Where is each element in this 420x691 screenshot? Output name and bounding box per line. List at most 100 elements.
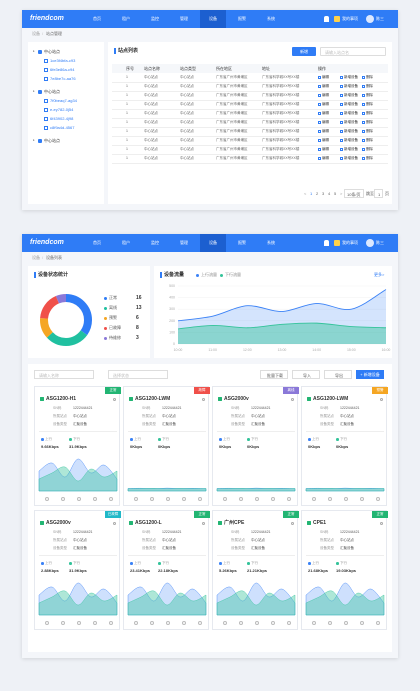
page-number[interactable]: 1 [310, 191, 313, 196]
nav-item[interactable]: 监控 [142, 234, 168, 252]
tree-leaf[interactable]: 6fe3e86a-c94 [50, 67, 75, 72]
nav-item[interactable]: 首页 [84, 234, 110, 252]
tree-leaf[interactable]: c8f9a4d-4567 [50, 125, 75, 130]
action-link[interactable]: 编辑 [322, 156, 329, 160]
action-link[interactable]: 编辑 [322, 147, 329, 151]
nav-item[interactable]: 系统 [258, 234, 284, 252]
tree-node[interactable]: 中心站点 [44, 49, 60, 54]
card-action-icon[interactable] [166, 497, 170, 501]
page-number[interactable]: 5 [334, 191, 337, 196]
action-link[interactable]: 新增设备 [344, 75, 358, 79]
card-action-icon[interactable] [360, 497, 364, 501]
nav-item[interactable]: 设备 [200, 10, 226, 28]
tree-node[interactable]: 中心站点 [44, 89, 60, 94]
action-link[interactable]: 编辑 [322, 111, 329, 115]
card-action-icon[interactable] [255, 621, 259, 625]
name-search[interactable]: 请输入名称 [34, 370, 94, 379]
device-card[interactable]: 离线 ASG2000v SN码 1222444421 所属站点 中心站点 设备类型 汇聚设备上… [212, 386, 299, 506]
device-card[interactable]: 预警 ASG1200-LWM SN码 1222444421 所属站点 中心站点 设备类型 汇聚… [301, 386, 388, 506]
card-action-icon[interactable] [61, 497, 65, 501]
card-action-icon[interactable] [376, 621, 380, 625]
action-link[interactable]: 删除 [366, 120, 373, 124]
action-link[interactable]: 删除 [366, 111, 373, 115]
card-action-icon[interactable] [93, 497, 97, 501]
nav-item[interactable]: 监控 [142, 10, 168, 28]
action-link[interactable]: 编辑 [322, 129, 329, 133]
card-action-icon[interactable] [45, 497, 49, 501]
card-action-icon[interactable] [182, 497, 186, 501]
action-link[interactable]: 新增设备 [344, 111, 358, 115]
card-action-icon[interactable] [93, 621, 97, 625]
tree-leaf[interactable]: 1ce3f4bfa-c93 [50, 58, 76, 63]
tree-node[interactable]: 中心站点 [44, 138, 60, 143]
search-input[interactable]: 请输入站点名 [320, 47, 386, 56]
action-link[interactable]: 新增设备 [344, 156, 358, 160]
card-action-icon[interactable] [344, 497, 348, 501]
user-name[interactable]: 陈三 [376, 16, 384, 21]
page-next[interactable]: > [340, 191, 343, 196]
card-action-icon[interactable] [328, 621, 332, 625]
tasks-link[interactable]: 我的事项 [342, 16, 358, 21]
tasks-link[interactable]: 我的事项 [342, 240, 358, 245]
card-action-icon[interactable] [271, 497, 275, 501]
toolbar-button[interactable]: 批量下载 [260, 370, 288, 379]
card-action-icon[interactable] [61, 621, 65, 625]
tree-leaf[interactable]: e-ey782-0j54 [50, 107, 74, 112]
action-link[interactable]: 删除 [366, 138, 373, 142]
card-action-icon[interactable] [239, 497, 243, 501]
action-link[interactable]: 新增设备 [344, 138, 358, 142]
card-action-icon[interactable] [77, 497, 81, 501]
device-card[interactable]: 故障 ASG1200-LWM SN码 1222444421 所属站点 中心站点 设备类型 汇聚… [123, 386, 210, 506]
card-action-icon[interactable] [109, 497, 113, 501]
card-action-icon[interactable] [271, 621, 275, 625]
tree-leaf[interactable]: 6f43902-4j98 [50, 116, 74, 121]
action-link[interactable]: 删除 [366, 93, 373, 97]
card-action-icon[interactable] [198, 621, 202, 625]
nav-item[interactable]: 设备 [200, 234, 226, 252]
card-action-icon[interactable] [223, 621, 227, 625]
toolbar-button[interactable]: 导出 [324, 370, 352, 379]
page-size[interactable]: 10条/页 [344, 189, 364, 198]
nav-item[interactable]: 报警 [229, 10, 255, 28]
nav-item[interactable]: 管理 [171, 234, 197, 252]
action-link[interactable]: 新增设备 [344, 102, 358, 106]
action-link[interactable]: 新增设备 [344, 147, 358, 151]
card-action-icon[interactable] [150, 497, 154, 501]
action-link[interactable]: 编辑 [322, 120, 329, 124]
action-link[interactable]: 编辑 [322, 75, 329, 79]
card-action-icon[interactable] [255, 497, 259, 501]
page-number[interactable]: 2 [316, 191, 319, 196]
more-link[interactable]: 更多> [374, 272, 385, 277]
action-link[interactable]: 新增设备 [344, 93, 358, 97]
card-action-icon[interactable] [45, 621, 49, 625]
device-card[interactable]: 已故障 ASG2000v SN码 1222444421 所属站点 中心站点 设备类型 汇聚设备… [34, 510, 121, 630]
card-action-icon[interactable] [134, 621, 138, 625]
card-action-icon[interactable] [239, 621, 243, 625]
card-action-icon[interactable] [287, 497, 291, 501]
device-card[interactable]: 正常 CPE1 SN码 1222444421 所属站点 中心站点 设备类型 汇聚设备 上行 21.… [301, 510, 388, 630]
card-action-icon[interactable] [287, 621, 291, 625]
page-number[interactable]: 4 [328, 191, 331, 196]
nav-item[interactable]: 系统 [258, 10, 284, 28]
card-action-icon[interactable] [77, 621, 81, 625]
status-select[interactable]: 选择状态 [108, 370, 168, 379]
card-action-icon[interactable] [376, 497, 380, 501]
action-link[interactable]: 删除 [366, 84, 373, 88]
action-link[interactable]: 删除 [366, 147, 373, 151]
action-link[interactable]: 删除 [366, 102, 373, 106]
action-link[interactable]: 新增设备 [344, 129, 358, 133]
nav-item[interactable]: 首页 [84, 10, 110, 28]
action-link[interactable]: 编辑 [322, 138, 329, 142]
action-link[interactable]: 删除 [366, 156, 373, 160]
card-action-icon[interactable] [182, 621, 186, 625]
action-link[interactable]: 删除 [366, 129, 373, 133]
toolbar-button[interactable]: 导入 [292, 370, 320, 379]
action-link[interactable]: 新增设备 [344, 120, 358, 124]
device-card[interactable]: 正常 广州CPE SN码 1222444421 所属站点 中心站点 设备类型 汇聚设备 上行 5.… [212, 510, 299, 630]
card-action-icon[interactable] [134, 497, 138, 501]
nav-item[interactable]: 管理 [171, 10, 197, 28]
add-button[interactable]: 新增 [292, 47, 316, 56]
card-action-icon[interactable] [198, 497, 202, 501]
nav-item[interactable]: 租户 [113, 234, 139, 252]
tree-leaf[interactable]: 7f0beaq7-ag34 [50, 98, 77, 103]
